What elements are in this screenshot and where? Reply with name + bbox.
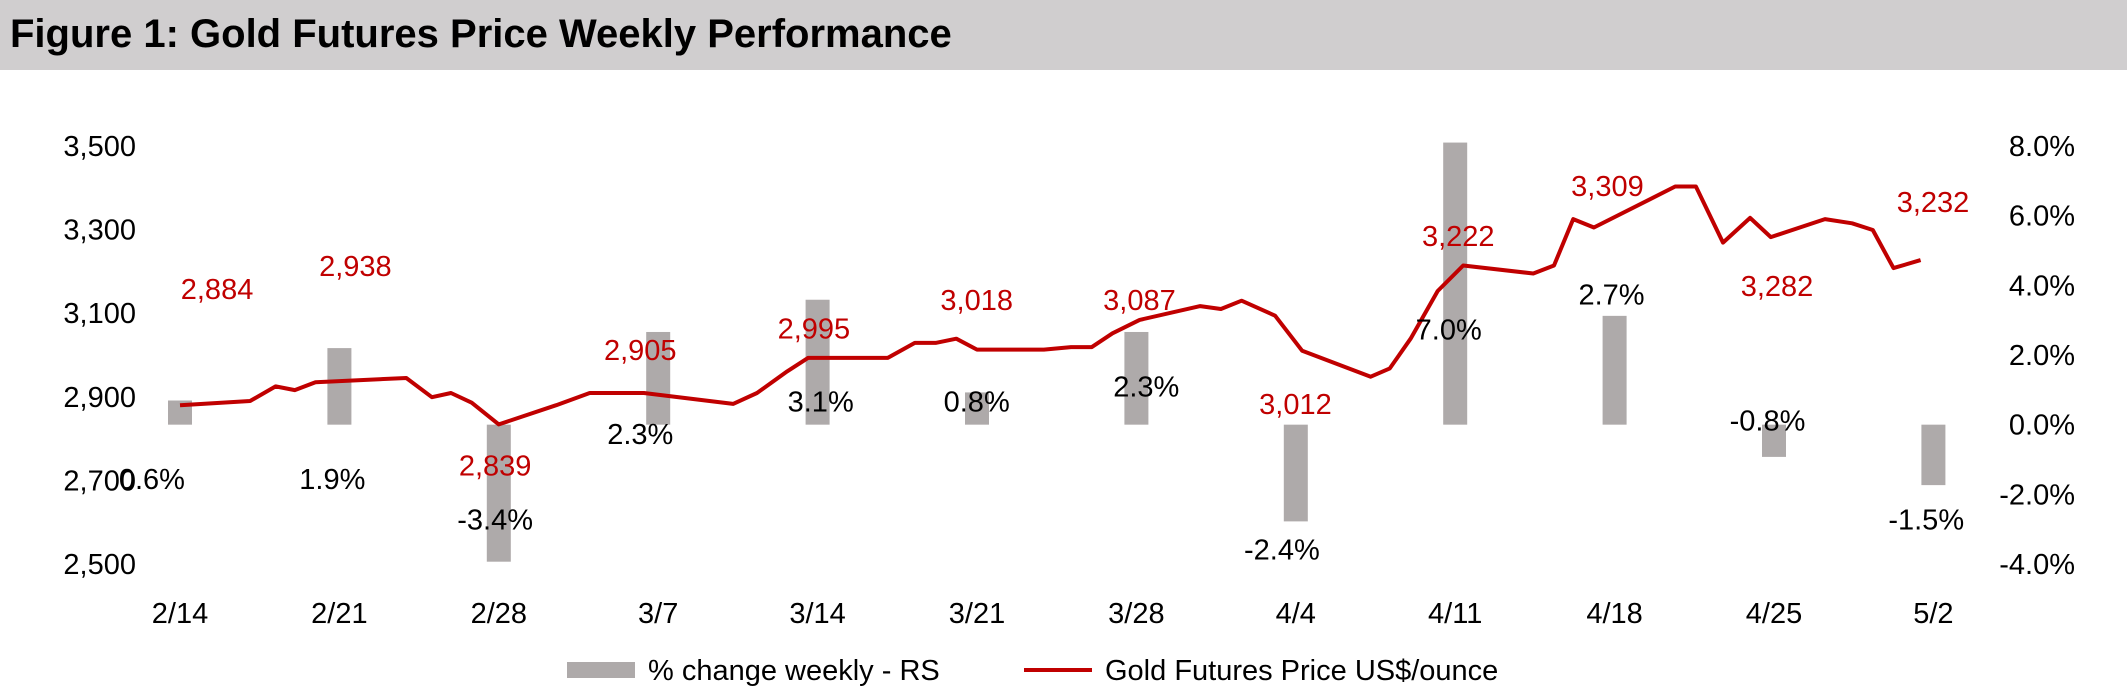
right-axis-tick-label: 4.0% xyxy=(2009,270,2075,302)
x-axis-tick-label: 3/21 xyxy=(949,598,1005,630)
left-axis-tick-label: 3,100 xyxy=(63,298,136,330)
data-labels: 2,884 2,938 2,839 2,905 2,995 3,018 3,087 3,012… xyxy=(119,171,1969,567)
price-data-label: 2,884 xyxy=(181,274,254,306)
x-axis-tick-label: 4/25 xyxy=(1746,598,1802,630)
axes: 3,500 3,300 3,100 2,900 2,700 2,500 8.0% 6.0% 4.… xyxy=(63,131,2075,630)
price-data-label: 3,232 xyxy=(1897,187,1970,219)
pct-data-label: 3.1% xyxy=(788,387,854,419)
x-axis-tick-label: 5/2 xyxy=(1913,598,1953,630)
pct-data-label: -0.8% xyxy=(1730,406,1806,438)
x-axis-tick-label: 4/11 xyxy=(1428,598,1482,630)
right-axis-tick-label: 6.0% xyxy=(2009,201,2075,233)
left-axis-tick-label: 2,700 xyxy=(63,465,136,497)
right-axis-tick-label: -4.0% xyxy=(1999,549,2075,581)
pct-data-label: 1.9% xyxy=(299,464,365,496)
left-axis-tick-label: 2,500 xyxy=(63,549,136,581)
price-data-label: 3,309 xyxy=(1571,171,1644,203)
bar xyxy=(646,331,671,425)
right-axis-tick-label: 0.0% xyxy=(2009,410,2075,442)
pct-data-label: 2.3% xyxy=(607,419,673,451)
right-axis-tick-label: -2.0% xyxy=(1999,479,2075,511)
price-line xyxy=(179,184,1922,427)
price-data-label: 3,018 xyxy=(940,285,1013,317)
right-axis-tick-label: 2.0% xyxy=(2009,340,2075,372)
bar xyxy=(327,348,352,425)
price-data-label: 2,905 xyxy=(604,335,677,367)
price-data-label: 3,012 xyxy=(1259,389,1332,421)
left-axis-tick-label: 3,300 xyxy=(63,215,136,247)
price-data-label: 2,938 xyxy=(319,251,392,283)
title-bar: Figure 1: Gold Futures Price Weekly Perf… xyxy=(0,0,2127,70)
legend-bar-swatch xyxy=(567,662,635,678)
legend-bar-label: % change weekly - RS xyxy=(648,655,940,687)
right-axis-tick-label: 8.0% xyxy=(2009,131,2075,163)
price-data-label: 2,839 xyxy=(459,450,532,482)
pct-data-label: 2.3% xyxy=(1113,372,1179,404)
bar xyxy=(1283,424,1308,522)
legend: % change weekly - RS Gold Futures Price … xyxy=(567,655,1498,687)
x-axis-tick-label: 4/4 xyxy=(1276,598,1316,630)
x-axis-tick-label: 3/28 xyxy=(1108,598,1164,630)
pct-data-label: 7.0% xyxy=(1416,315,1482,347)
bar xyxy=(486,424,511,562)
bar xyxy=(805,299,830,425)
pct-data-label: 0.6% xyxy=(119,464,185,496)
bar-series xyxy=(168,142,1946,562)
x-axis-tick-label: 2/21 xyxy=(311,598,367,630)
bar xyxy=(1762,424,1786,457)
price-data-label: 3,087 xyxy=(1103,285,1176,317)
pct-data-label: 0.8% xyxy=(944,387,1010,419)
x-axis-tick-label: 3/7 xyxy=(638,598,678,630)
price-data-label: 2,995 xyxy=(778,313,851,345)
line-series xyxy=(179,184,1922,427)
x-axis-tick-label: 2/28 xyxy=(471,598,527,630)
pct-data-label: 2.7% xyxy=(1578,279,1644,311)
pct-data-label: -3.4% xyxy=(457,505,533,537)
left-axis-tick-label: 3,500 xyxy=(63,131,136,163)
bar xyxy=(1921,424,1946,486)
pct-data-label: -2.4% xyxy=(1244,534,1320,566)
price-data-label: 3,282 xyxy=(1741,271,1814,303)
bar xyxy=(1602,315,1627,425)
left-axis-tick-label: 2,900 xyxy=(63,382,136,414)
x-axis-tick-label: 3/14 xyxy=(789,598,845,630)
bar xyxy=(1124,331,1149,425)
x-axis-tick-label: 2/14 xyxy=(152,598,208,630)
x-axis-tick-label: 4/18 xyxy=(1586,598,1642,630)
legend-line-label: Gold Futures Price US$/ounce xyxy=(1105,655,1498,687)
pct-data-label: -1.5% xyxy=(1888,505,1964,537)
price-data-label: 3,222 xyxy=(1422,221,1495,253)
bar xyxy=(965,392,989,425)
chart-title: Figure 1: Gold Futures Price Weekly Perf… xyxy=(10,12,952,56)
